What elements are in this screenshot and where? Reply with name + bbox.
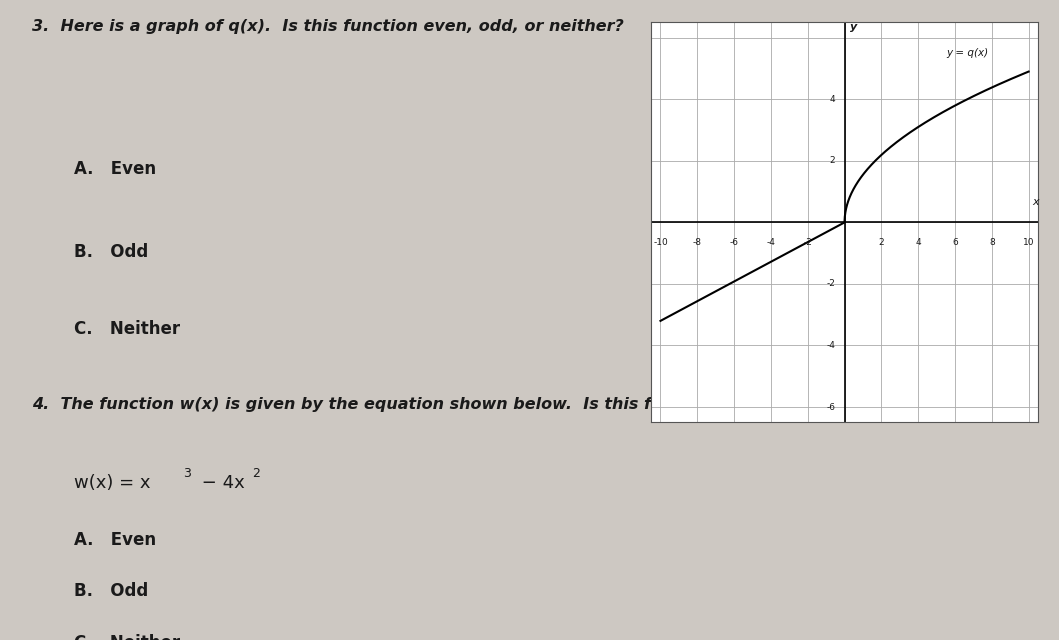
Text: w(x) = x: w(x) = x xyxy=(74,474,150,492)
Text: 4: 4 xyxy=(915,238,921,247)
Text: C.   Neither: C. Neither xyxy=(74,320,180,338)
Text: 8: 8 xyxy=(989,238,994,247)
Text: -10: -10 xyxy=(653,238,668,247)
Text: -2: -2 xyxy=(804,238,812,247)
Text: B.   Odd: B. Odd xyxy=(74,243,148,261)
Text: -4: -4 xyxy=(826,341,836,350)
Text: -8: -8 xyxy=(693,238,702,247)
Text: C.   Neither: C. Neither xyxy=(74,634,180,640)
Text: B.   Odd: B. Odd xyxy=(74,582,148,600)
Text: y = q(x): y = q(x) xyxy=(946,48,988,58)
Text: 2: 2 xyxy=(829,156,836,165)
Text: x: x xyxy=(1033,197,1039,207)
Text: -2: -2 xyxy=(826,280,836,289)
Text: 10: 10 xyxy=(1023,238,1035,247)
Text: 4: 4 xyxy=(829,95,836,104)
Text: 4.  The function w(x) is given by the equation shown below.  Is this function ev: 4. The function w(x) is given by the equ… xyxy=(32,397,925,412)
Text: 2: 2 xyxy=(879,238,884,247)
Text: A.   Even: A. Even xyxy=(74,160,157,178)
Text: 3: 3 xyxy=(183,467,191,480)
Text: y: y xyxy=(850,22,858,33)
Text: 3.  Here is a graph of q(x).  Is this function even, odd, or neither?: 3. Here is a graph of q(x). Is this func… xyxy=(32,19,624,34)
Text: − 4x: − 4x xyxy=(196,474,245,492)
Text: 6: 6 xyxy=(952,238,958,247)
Text: -6: -6 xyxy=(826,403,836,412)
Text: -6: -6 xyxy=(730,238,738,247)
Text: 2: 2 xyxy=(252,467,259,480)
Text: -4: -4 xyxy=(767,238,775,247)
Text: A.   Even: A. Even xyxy=(74,531,157,549)
